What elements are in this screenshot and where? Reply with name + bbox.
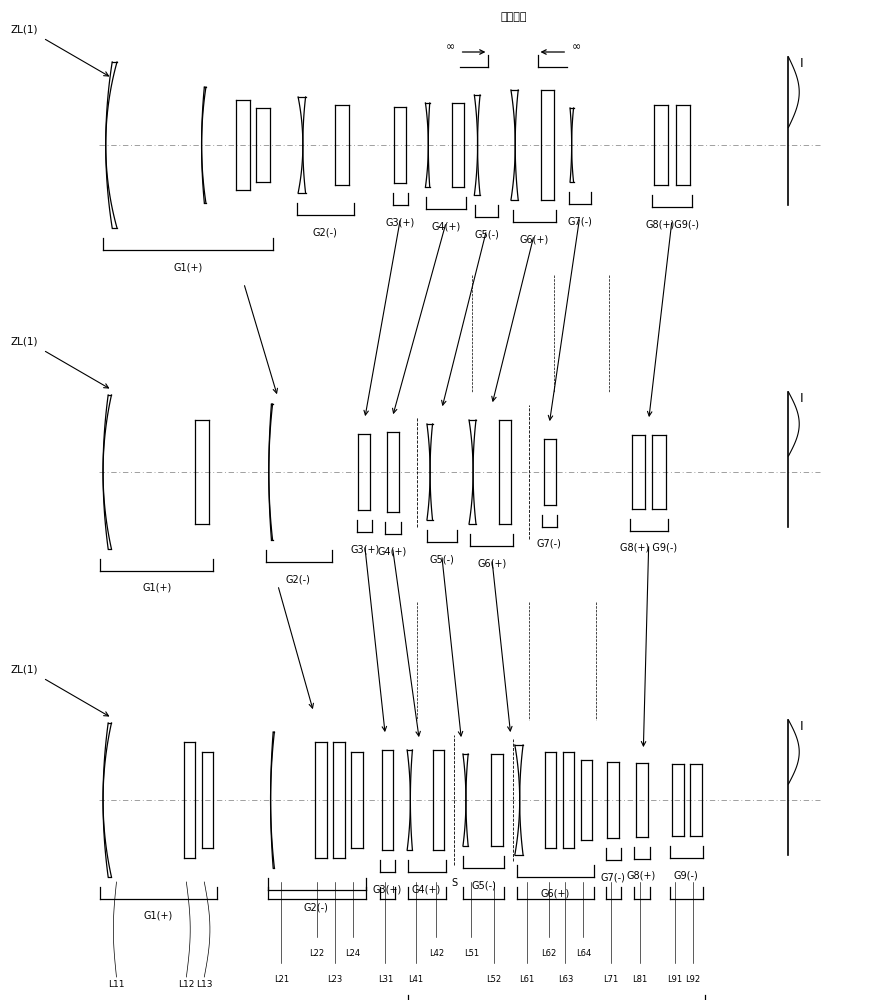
Text: G8(+): G8(+) [627,871,656,881]
Text: L24: L24 [346,949,360,958]
Text: G7(-): G7(-) [567,216,592,226]
Text: G1(+): G1(+) [174,262,202,272]
Text: G9(-): G9(-) [674,870,699,880]
Text: G1(+): G1(+) [142,583,171,593]
Text: S: S [452,878,457,888]
Text: I: I [800,720,804,733]
Text: （対焦）: （対焦） [500,12,527,22]
Text: G4(+): G4(+) [412,884,441,894]
Text: G6(+): G6(+) [478,558,506,568]
Text: L61: L61 [519,975,535,984]
Text: L23: L23 [327,975,343,984]
Text: G2(-): G2(-) [286,574,311,584]
Text: I: I [800,57,804,70]
Text: L11: L11 [108,980,125,989]
Text: ZL(1): ZL(1) [11,25,39,35]
Text: G4(+): G4(+) [432,221,461,231]
Text: ZL(1): ZL(1) [11,337,39,347]
Text: G5(-): G5(-) [471,880,496,890]
Text: G6(+): G6(+) [520,234,548,244]
Text: ZL(1): ZL(1) [11,665,39,675]
Text: ∞: ∞ [572,42,581,52]
Text: L51: L51 [464,949,478,958]
Text: G3(+): G3(+) [350,544,379,554]
Text: G8(+)G9(-): G8(+)G9(-) [645,219,699,229]
Text: G5(-): G5(-) [474,229,499,239]
Text: L52: L52 [487,975,501,984]
Text: G2(-): G2(-) [313,227,338,237]
Text: G2(-): G2(-) [304,902,329,912]
Text: G5(-): G5(-) [429,554,454,564]
Text: L63: L63 [557,975,573,984]
Text: ∞: ∞ [446,42,455,52]
Text: L41: L41 [409,975,423,984]
Text: G7(-): G7(-) [600,872,625,882]
Text: L42: L42 [429,949,444,958]
Text: L31: L31 [377,975,393,984]
Text: L62: L62 [541,949,557,958]
Text: L91: L91 [668,975,682,984]
Text: L12: L12 [178,980,194,989]
Text: G6(+): G6(+) [541,889,570,899]
Text: G3(+): G3(+) [386,217,415,227]
Text: I: I [800,392,804,405]
Text: L64: L64 [575,949,591,958]
Text: L21: L21 [274,975,289,984]
Text: L71: L71 [603,975,619,984]
Text: G7(-): G7(-) [537,539,562,549]
Text: L22: L22 [310,949,324,958]
Text: G3(+): G3(+) [373,884,401,894]
Text: L92: L92 [685,975,700,984]
Text: G8(+) G9(-): G8(+) G9(-) [620,543,677,553]
Text: G4(+): G4(+) [378,546,407,556]
Text: G1(+): G1(+) [144,911,173,921]
Text: L13: L13 [196,980,212,989]
Text: L81: L81 [632,975,648,984]
